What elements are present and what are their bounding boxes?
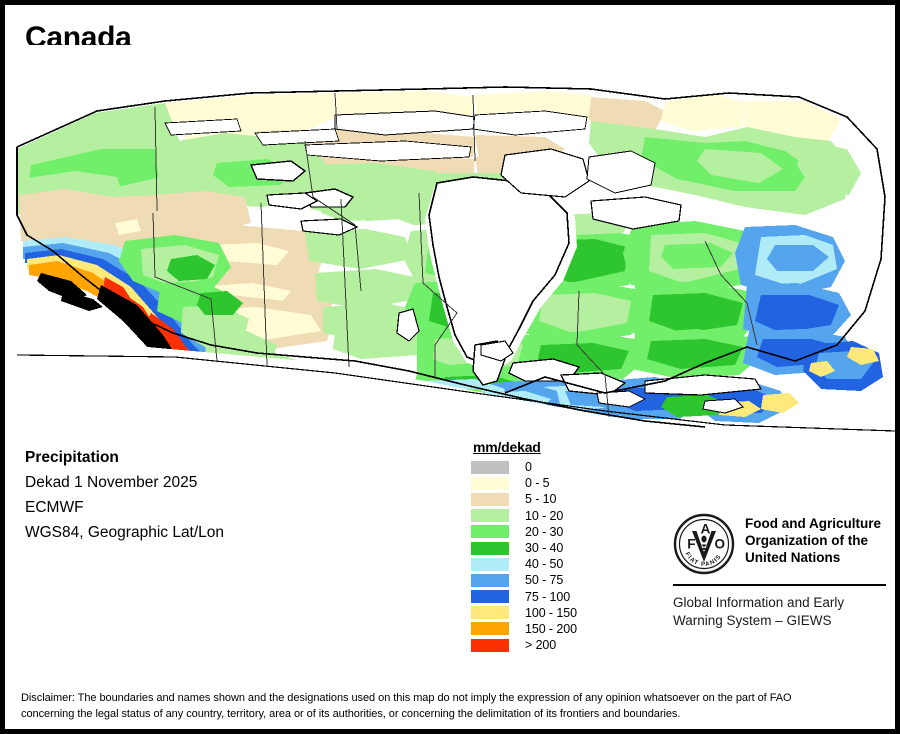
legend-swatch: [471, 492, 509, 506]
fao-org-line-2: Organization of the: [745, 533, 868, 548]
legend-label: 50 - 75: [525, 573, 564, 588]
legend-item: 20 - 30: [471, 524, 577, 540]
fao-org-line-1: Food and Agriculture: [745, 516, 881, 531]
legend-swatch: [471, 509, 509, 523]
legend-item: 150 - 200: [471, 621, 577, 637]
legend-label: 75 - 100: [525, 589, 571, 604]
giews-line-2: Warning System – GIEWS: [673, 613, 832, 628]
legend-swatch: [471, 541, 509, 555]
fao-org-line-3: United Nations: [745, 550, 841, 565]
legend-label: 30 - 40: [525, 541, 564, 556]
legend-swatch: [471, 460, 509, 474]
country-outline: [16, 86, 886, 428]
svg-text:O: O: [715, 537, 726, 552]
giews-system-name: Global Information and Early Warning Sys…: [673, 594, 888, 630]
legend-item: 10 - 20: [471, 508, 577, 524]
svg-text:F: F: [687, 537, 695, 552]
legend-item: 100 - 150: [471, 605, 577, 621]
precipitation-map[interactable]: [5, 45, 895, 445]
map-info-block: Precipitation Dekad 1 November 2025 ECMW…: [25, 445, 425, 545]
legend-label: 20 - 30: [525, 524, 564, 539]
administrative-boundaries: [152, 92, 758, 418]
legend-item: 75 - 100: [471, 589, 577, 605]
fao-branding: F A O FIAT PANIS Food and Agriculture Or…: [673, 513, 888, 630]
legend-swatch: [471, 638, 509, 652]
legend-title: mm/dekad: [473, 439, 541, 455]
legend-label: 100 - 150: [525, 605, 577, 620]
legend-item: 0 - 5: [471, 475, 577, 491]
legend-label: 0: [525, 460, 532, 475]
legend-swatch: [471, 557, 509, 571]
legend-swatch: [471, 606, 509, 620]
info-heading: Precipitation: [25, 449, 119, 466]
legend-label: 0 - 5: [525, 476, 550, 491]
legend-item: > 200: [471, 637, 577, 653]
legend-item: 40 - 50: [471, 556, 577, 572]
legend-item: 5 - 10: [471, 491, 577, 507]
legend-swatch: [471, 622, 509, 636]
legend-label: 150 - 200: [525, 621, 577, 636]
legend-swatch: [471, 525, 509, 539]
legend-swatch: [471, 590, 509, 604]
disclaimer-line-1: Disclaimer: The boundaries and names sho…: [21, 692, 792, 704]
giews-line-1: Global Information and Early: [673, 595, 845, 610]
legend-item: 0: [471, 459, 577, 475]
info-projection: WGS84, Geographic Lat/Lon: [25, 524, 225, 541]
fao-divider: [673, 584, 886, 586]
legend-label: > 200: [525, 638, 557, 653]
fao-logo-icon: F A O FIAT PANIS: [673, 513, 735, 575]
legend-swatch: [471, 573, 509, 587]
legend-item: 30 - 40: [471, 540, 577, 556]
disclaimer-line-2: concerning the legal status of any count…: [21, 708, 681, 720]
legend-label: 10 - 20: [525, 508, 564, 523]
legend-label: 5 - 10: [525, 492, 557, 507]
fao-organization-name: Food and Agriculture Organization of the…: [745, 513, 881, 566]
svg-text:A: A: [701, 522, 711, 537]
hudson-bay-nodata: [164, 110, 763, 414]
legend-label: 40 - 50: [525, 557, 564, 572]
info-dekad: Dekad 1 November 2025: [25, 474, 198, 491]
legend-item: 50 - 75: [471, 572, 577, 588]
legend-swatch: [471, 476, 509, 490]
info-source: ECMWF: [25, 499, 84, 516]
disclaimer: Disclaimer: The boundaries and names sho…: [21, 690, 881, 722]
us-landmask: [5, 345, 895, 445]
